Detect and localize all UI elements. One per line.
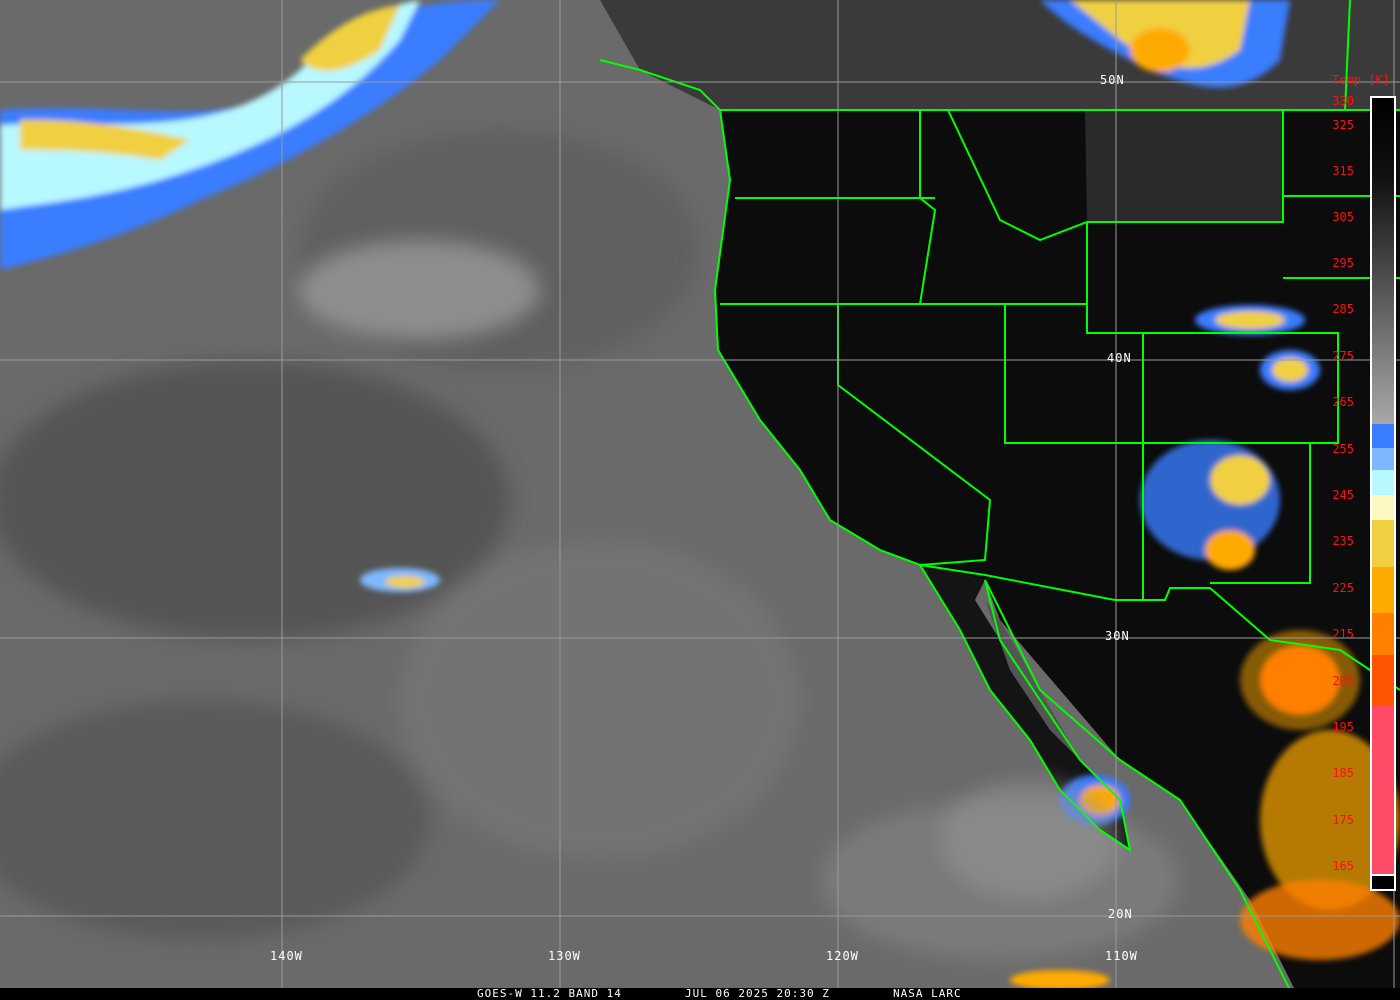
colorbar-tick-label: 305	[1332, 210, 1354, 224]
lon-label-130w: 130W	[548, 949, 581, 963]
colorbar-tick-label: 225	[1332, 581, 1354, 595]
caption-product: GOES-W 11.2 BAND 14	[477, 987, 622, 1000]
colorbar-tick-label: 325	[1332, 118, 1354, 132]
colorbar-tick-label: 195	[1332, 720, 1354, 734]
caption-bar: GOES-W 11.2 BAND 14 JUL 06 2025 20:30 Z …	[0, 988, 1400, 1000]
colorbar-tick-label: 315	[1332, 164, 1354, 178]
colorbar-tick-label: 265	[1332, 395, 1354, 409]
colorbar-tick-label: 215	[1332, 627, 1354, 641]
lon-label-120w: 120W	[826, 949, 859, 963]
colorbar	[1370, 96, 1396, 891]
colorbar-tick-label: 175	[1332, 813, 1354, 827]
lat-label-20n: 20N	[1108, 907, 1133, 921]
colorbar-title: Temp [K]	[1332, 73, 1390, 87]
colorbar-tick-label: 330	[1332, 94, 1354, 108]
colorbar-tick-label: 245	[1332, 488, 1354, 502]
lat-label-30n: 30N	[1105, 629, 1130, 643]
colorbar-tick-label: 165	[1332, 859, 1354, 873]
political-borders	[599, 0, 1400, 991]
colorbar-tick-label: 275	[1332, 349, 1354, 363]
caption-source: NASA LARC	[893, 987, 962, 1000]
colorbar-tick-label: 285	[1332, 302, 1354, 316]
lon-label-140w: 140W	[270, 949, 303, 963]
colorbar-tick-label: 205	[1332, 674, 1354, 688]
colorbar-tick-label: 185	[1332, 766, 1354, 780]
colorbar-tick-label: 295	[1332, 256, 1354, 270]
lat-label-40n: 40N	[1107, 351, 1132, 365]
colorbar-tick-label: 235	[1332, 534, 1354, 548]
colorbar-tick-label: 255	[1332, 442, 1354, 456]
caption-datetime: JUL 06 2025 20:30 Z	[685, 987, 830, 1000]
lat-label-50n: 50N	[1100, 73, 1125, 87]
lon-label-110w: 110W	[1105, 949, 1138, 963]
